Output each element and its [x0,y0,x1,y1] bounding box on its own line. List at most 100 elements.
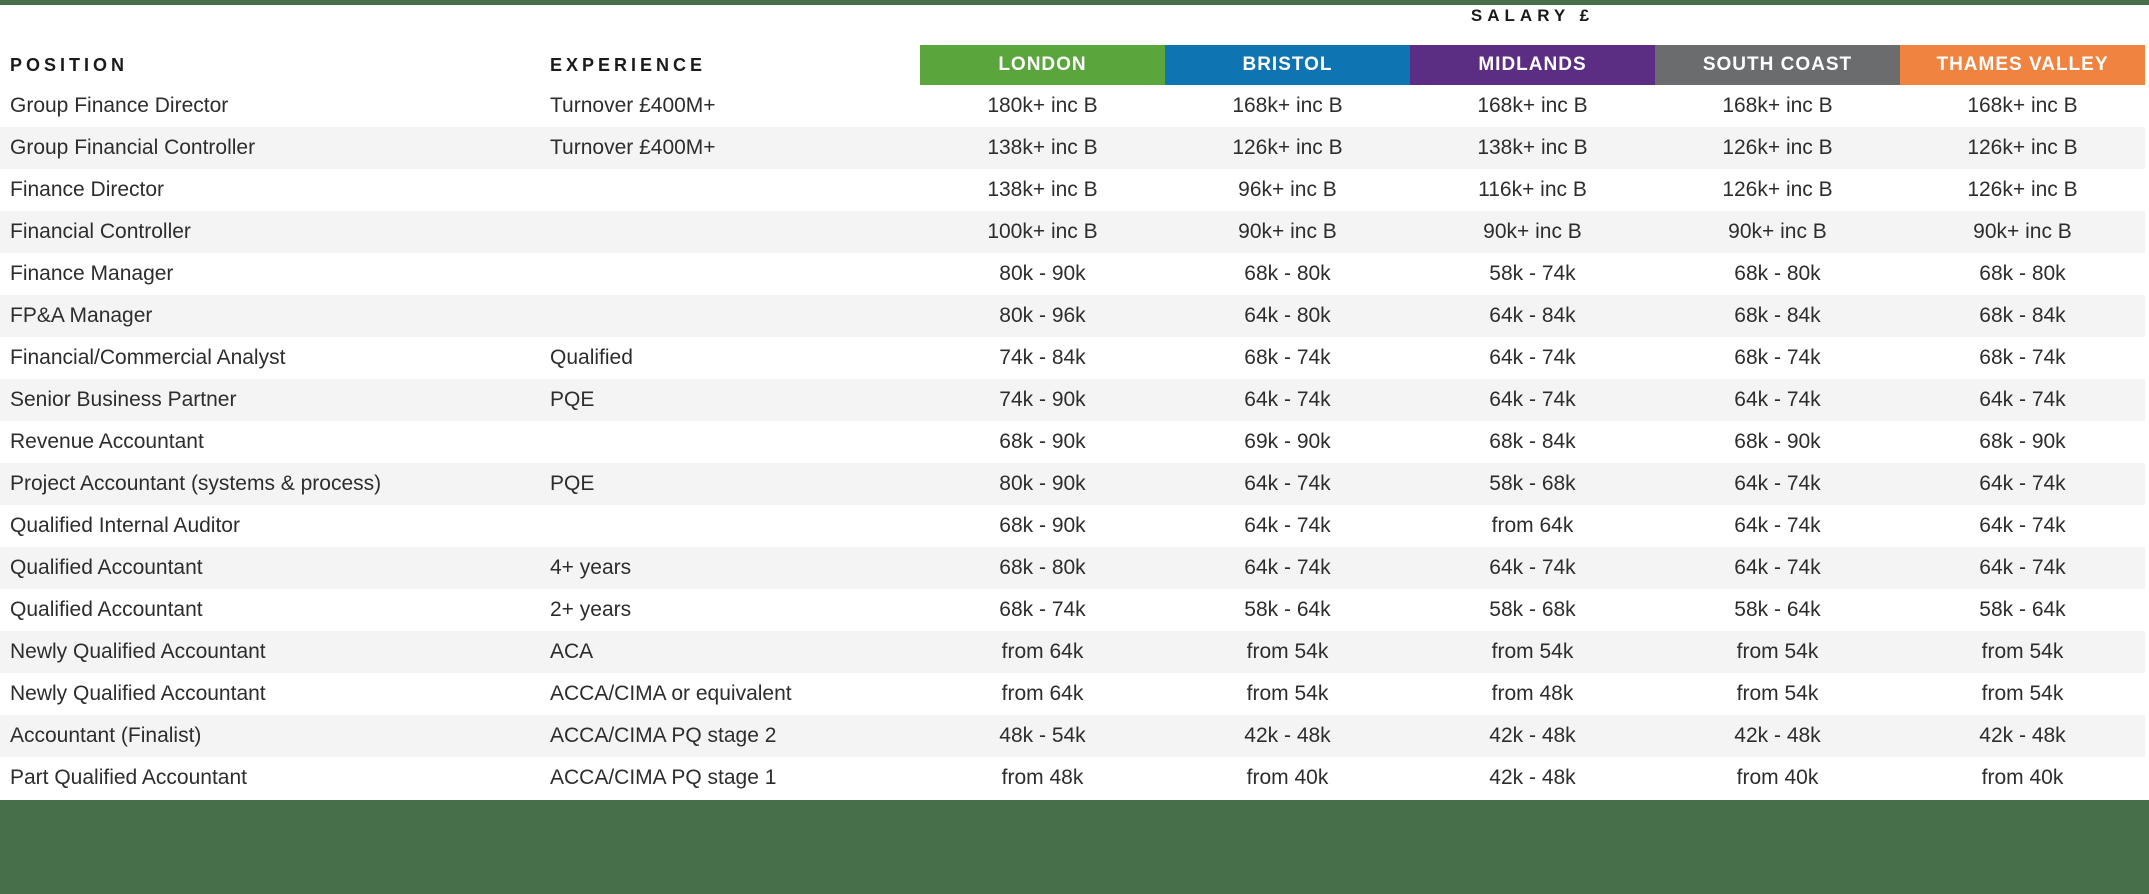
table-row: Group Finance Director Turnover £400M+ 180… [0,85,2145,127]
salary-cell-midlands: 64k - 74k [1489,346,1576,369]
table-row: Project Accountant (systems & process) PQ… [0,463,2145,505]
salary-cell-midlands: from 54k [1491,640,1574,663]
experience-cell: ACCA/CIMA PQ stage 2 [550,724,777,747]
salary-cell-london: 68k - 90k [999,514,1086,537]
position-cell: Financial Controller [10,220,191,243]
position-cell: Group Financial Controller [10,136,256,159]
table-row: Finance Director 138k+ inc B 96k+ inc B 116… [0,169,2145,211]
salary-cell-london: 180k+ inc B [987,94,1098,117]
salary-cell-london: 80k - 96k [999,304,1086,327]
experience-cell: ACCA/CIMA PQ stage 1 [550,766,777,789]
salary-cell-south-coast: 58k - 64k [1734,598,1821,621]
footer-band [0,800,2149,894]
salary-cell-london: 138k+ inc B [987,136,1098,159]
experience-cell: Qualified [550,346,633,369]
position-column-header: POSITION [10,54,129,75]
salary-cell-south-coast: 42k - 48k [1734,724,1821,747]
position-cell: Newly Qualified Accountant [10,682,266,705]
region-header-midlands: MIDLANDS [1410,45,1655,85]
position-cell: Qualified Accountant [10,556,203,579]
salary-cell-london: 48k - 54k [999,724,1086,747]
table-row: Newly Qualified Accountant ACCA/CIMA or e… [0,673,2145,715]
experience-cell: ACA [550,640,594,663]
salary-cell-thames-valley: from 40k [1981,766,2064,789]
salary-cell-bristol: 64k - 74k [1244,472,1331,495]
salary-cell-bristol: 64k - 74k [1244,556,1331,579]
salary-cell-thames-valley: 68k - 74k [1979,346,2066,369]
position-cell: Accountant (Finalist) [10,724,202,747]
salary-section-title: SALARY £ [1470,6,1595,25]
salary-cell-thames-valley: 64k - 74k [1979,388,2066,411]
region-header-south-coast: SOUTH COAST [1655,45,1900,85]
table-row: Newly Qualified Accountant ACA from 64k fro… [0,631,2145,673]
salary-cell-midlands: 90k+ inc B [1483,220,1582,243]
salary-cell-bristol: 126k+ inc B [1232,136,1343,159]
salary-cell-midlands: 138k+ inc B [1477,136,1588,159]
salary-cell-midlands: 68k - 84k [1489,430,1576,453]
experience-cell: 2+ years [550,598,632,621]
salary-cell-midlands: 42k - 48k [1489,724,1576,747]
salary-cell-south-coast: 64k - 74k [1734,556,1821,579]
salary-cell-bristol: from 40k [1246,766,1329,789]
salary-cell-south-coast: 168k+ inc B [1722,94,1833,117]
region-header-bristol: BRISTOL [1165,45,1410,85]
position-cell: Qualified Internal Auditor [10,514,240,537]
salary-cell-bristol: 168k+ inc B [1232,94,1343,117]
position-cell: Part Qualified Accountant [10,766,247,789]
salary-cell-london: 100k+ inc B [987,220,1098,243]
table-row: Finance Manager 80k - 90k 68k - 80k 58k - 7… [0,253,2145,295]
salary-cell-london: 80k - 90k [999,262,1086,285]
salary-cell-thames-valley: 90k+ inc B [1973,220,2072,243]
salary-cell-thames-valley: 126k+ inc B [1967,136,2078,159]
position-cell: Qualified Accountant [10,598,203,621]
salary-cell-bristol: 58k - 64k [1244,598,1331,621]
salary-cell-london: 74k - 84k [999,346,1086,369]
salary-cell-south-coast: 68k - 80k [1734,262,1821,285]
salary-cell-midlands: from 48k [1491,682,1574,705]
salary-cell-south-coast: from 40k [1736,766,1819,789]
salary-cell-midlands: 64k - 74k [1489,556,1576,579]
table-body: Group Finance Director Turnover £400M+ 180… [0,85,2145,799]
table-row: Qualified Accountant 4+ years 68k - 80k 64k… [0,547,2145,589]
salary-cell-thames-valley: 68k - 84k [1979,304,2066,327]
salary-cell-bristol: 96k+ inc B [1238,178,1337,201]
salary-cell-midlands: 168k+ inc B [1477,94,1588,117]
salary-cell-london: from 64k [1001,640,1084,663]
salary-cell-london: 138k+ inc B [987,178,1098,201]
table-row: Accountant (Finalist) ACCA/CIMA PQ stage … [0,715,2145,757]
salary-cell-london: 68k - 74k [999,598,1086,621]
experience-cell: Turnover £400M+ [550,94,716,117]
experience-column-header: EXPERIENCE [550,54,707,75]
position-cell: Finance Manager [10,262,174,285]
salary-cell-south-coast: 90k+ inc B [1728,220,1827,243]
salary-cell-thames-valley: 64k - 74k [1979,472,2066,495]
salary-cell-bristol: from 54k [1246,682,1329,705]
salary-cell-bristol: 90k+ inc B [1238,220,1337,243]
salary-cell-midlands: 116k+ inc B [1478,178,1587,201]
salary-cell-london: from 48k [1001,766,1084,789]
position-cell: FP&A Manager [10,304,153,327]
salary-cell-bristol: from 54k [1246,640,1329,663]
salary-cell-south-coast: from 54k [1736,682,1819,705]
salary-cell-south-coast: 68k - 84k [1734,304,1821,327]
table-row: Senior Business Partner PQE 74k - 90k 64k -… [0,379,2145,421]
experience-cell: ACCA/CIMA or equivalent [550,682,792,705]
experience-cell: 4+ years [550,556,632,579]
salary-cell-south-coast: from 54k [1736,640,1819,663]
salary-cell-midlands: 58k - 74k [1489,262,1576,285]
salary-cell-midlands: 64k - 84k [1489,304,1576,327]
experience-cell: PQE [550,388,595,411]
region-header-london: LONDON [920,45,1165,85]
position-cell: Senior Business Partner [10,388,237,411]
table-row: Financial Controller 100k+ inc B 90k+ inc … [0,211,2145,253]
salary-cell-london: 68k - 80k [999,556,1086,579]
salary-cell-bristol: 68k - 74k [1244,346,1331,369]
salary-cell-thames-valley: 64k - 74k [1979,514,2066,537]
experience-cell: PQE [550,472,595,495]
salary-cell-thames-valley: 68k - 90k [1979,430,2066,453]
position-cell: Finance Director [10,178,165,201]
salary-cell-midlands: 42k - 48k [1489,766,1576,789]
region-header-thames-valley: THAMES VALLEY [1900,45,2145,85]
salary-cell-south-coast: 126k+ inc B [1722,136,1833,159]
